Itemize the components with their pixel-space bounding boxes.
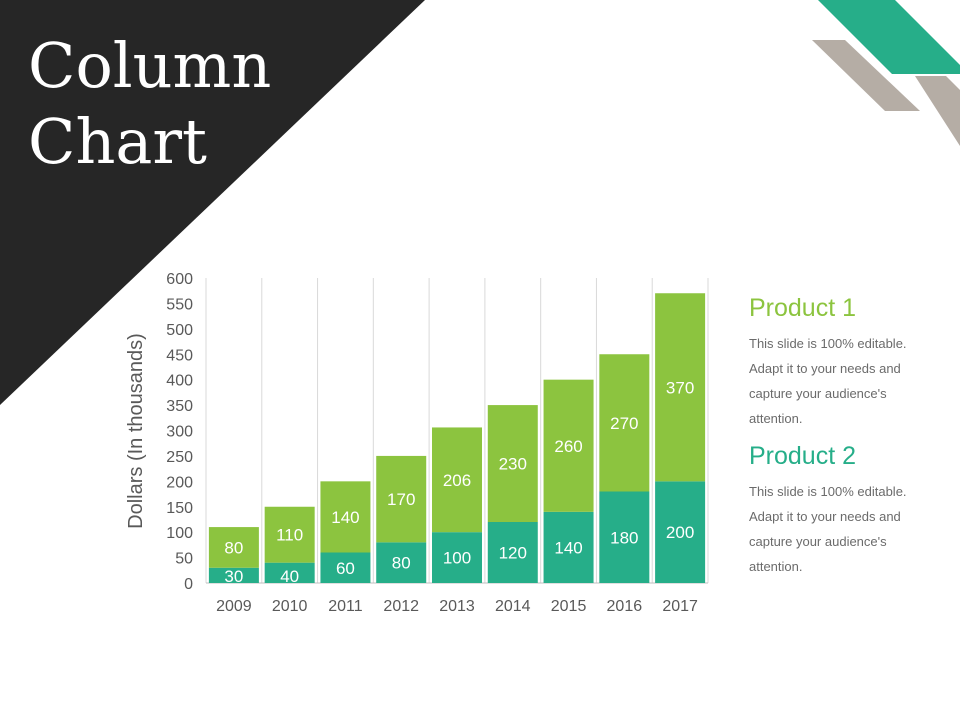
- legend-product-1-description: This slide is 100% editable. Adapt it to…: [749, 331, 949, 431]
- bar-product-1: [320, 481, 371, 553]
- data-label-product-2: 100: [443, 549, 471, 568]
- data-label-product-2: 140: [554, 538, 582, 557]
- y-tick-label: 500: [166, 322, 193, 339]
- bar-product-2: [320, 552, 371, 583]
- legend-product-1-line: This slide is 100% editable.: [749, 336, 907, 351]
- slide-title-line-1: Column: [28, 29, 272, 102]
- legend-product-1-title: Product 1: [749, 294, 857, 322]
- y-axis-title: Dollars (In thousands): [125, 333, 147, 529]
- legend-product-2-line: attention.: [749, 559, 803, 574]
- legend-product-2-line: This slide is 100% editable.: [749, 484, 907, 499]
- dark-corner-triangle: [0, 0, 425, 405]
- x-tick-label: 2011: [328, 598, 363, 615]
- x-tick-label: 2012: [383, 598, 419, 615]
- bar-product-2: [487, 522, 538, 583]
- bar-product-1: [487, 405, 538, 522]
- bar-product-1: [376, 455, 427, 543]
- x-tick-label: 2013: [439, 598, 475, 615]
- legend-product-2-line: Adapt it to your needs and: [749, 509, 901, 524]
- bar-product-2: [264, 562, 315, 583]
- data-label-product-2: 120: [499, 544, 527, 563]
- data-label-product-2: 200: [666, 523, 694, 542]
- y-tick-label: 200: [166, 474, 193, 491]
- legend-product-1-line: Adapt it to your needs and: [749, 361, 901, 376]
- bar-product-2: [432, 532, 482, 583]
- legend-product-1: Product 1 This slide is 100% editable. A…: [749, 293, 949, 431]
- legend-product-2-title: Product 2: [749, 442, 857, 470]
- y-tick-label: 550: [166, 296, 193, 313]
- data-label-product-1: 140: [331, 508, 359, 527]
- slide-title-line-2: Chart: [28, 105, 207, 178]
- x-tick-label: 2010: [272, 598, 308, 615]
- data-label-product-1: 206: [443, 471, 471, 490]
- legend-product-1-line: attention.: [749, 411, 803, 426]
- y-tick-label: 300: [166, 424, 193, 441]
- bar-product-1: [208, 527, 259, 568]
- data-label-product-2: 60: [336, 559, 355, 578]
- data-label-product-1: 80: [224, 538, 243, 557]
- y-tick-label: 250: [166, 449, 193, 466]
- y-tick-label: 400: [166, 373, 193, 390]
- legend-product-2-description: This slide is 100% editable. Adapt it to…: [749, 479, 949, 579]
- y-tick-label: 0: [184, 576, 193, 593]
- data-label-product-1: 230: [499, 455, 527, 474]
- data-label-product-2: 80: [392, 554, 411, 573]
- data-label-product-1: 110: [276, 526, 303, 545]
- legend-product-1-line: capture your audience's: [749, 386, 887, 401]
- data-label-product-2: 40: [280, 567, 299, 586]
- data-label-product-2: 30: [224, 567, 243, 586]
- data-label-product-1: 370: [666, 378, 694, 397]
- data-label-product-1: 170: [387, 490, 415, 509]
- grey-corner-stripe-2: [915, 76, 960, 146]
- bar-product-1: [432, 427, 482, 533]
- bar-product-1: [655, 293, 706, 482]
- bar-product-1: [543, 379, 594, 512]
- bar-product-2: [599, 491, 650, 583]
- bar-product-1: [599, 354, 650, 492]
- y-tick-label: 600: [166, 271, 193, 288]
- grey-corner-stripe-1: [812, 40, 920, 111]
- data-label-product-2: 180: [610, 528, 638, 547]
- bar-product-1: [264, 506, 315, 563]
- data-label-product-1: 260: [554, 437, 582, 456]
- x-tick-label: 2009: [216, 598, 252, 615]
- y-tick-label: 450: [166, 347, 193, 364]
- y-tick-label: 350: [166, 398, 193, 415]
- data-label-product-1: 270: [610, 414, 638, 433]
- x-tick-label: 2017: [662, 598, 698, 615]
- bar-product-2: [376, 542, 427, 583]
- y-tick-label: 150: [166, 500, 193, 517]
- slide-title: Column Chart: [28, 28, 271, 180]
- bar-product-2: [543, 511, 594, 583]
- legend-product-2: Product 2 This slide is 100% editable. A…: [749, 441, 949, 579]
- y-tick-label: 100: [166, 525, 193, 542]
- bar-product-2: [208, 567, 259, 583]
- legend-product-2-line: capture your audience's: [749, 534, 887, 549]
- x-tick-label: 2015: [551, 598, 587, 615]
- x-tick-label: 2016: [607, 598, 643, 615]
- bar-product-2: [655, 481, 706, 583]
- x-tick-label: 2014: [495, 598, 531, 615]
- y-tick-label: 50: [175, 551, 193, 568]
- green-corner-stripe: [818, 0, 960, 74]
